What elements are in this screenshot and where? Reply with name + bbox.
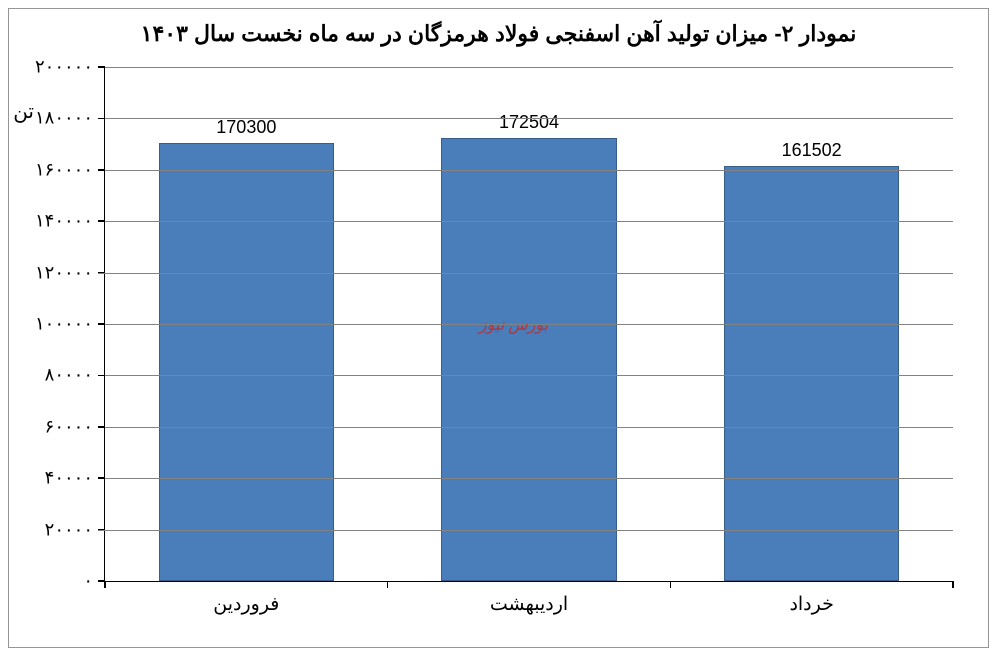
- x-tick-label: خرداد: [789, 593, 833, 616]
- x-tick-label: اردیبهشت: [490, 593, 568, 616]
- y-tick: [98, 169, 105, 171]
- gridline: [98, 221, 953, 222]
- bar-value-label: 161502: [782, 140, 842, 161]
- x-tick: [670, 581, 672, 588]
- gridline: [98, 427, 953, 428]
- gridline: [98, 67, 953, 68]
- y-tick-label: ۲۰۰۰۰: [45, 519, 93, 540]
- gridline: [98, 478, 953, 479]
- x-tick: [952, 581, 954, 588]
- y-tick: [98, 529, 105, 531]
- gridline: [98, 273, 953, 274]
- bar-value-label: 170300: [216, 117, 276, 138]
- y-tick-label: ۰: [83, 571, 93, 592]
- bar-value-label: 172504: [499, 112, 559, 133]
- x-tick: [387, 581, 389, 588]
- gridline: [98, 375, 953, 376]
- y-tick: [98, 66, 105, 68]
- y-tick: [98, 323, 105, 325]
- y-tick: [98, 272, 105, 274]
- y-tick: [98, 426, 105, 428]
- y-tick: [98, 118, 105, 120]
- bar: 161502: [724, 166, 899, 581]
- y-tick: [98, 220, 105, 222]
- chart-frame: نمودار ۲- میزان تولید آهن اسفنجی فولاد ه…: [8, 8, 989, 648]
- y-tick: [98, 375, 105, 377]
- y-tick-label: ۱۸۰۰۰۰: [35, 108, 93, 129]
- y-tick-label: ۴۰۰۰۰: [45, 468, 93, 489]
- x-tick: [104, 581, 106, 588]
- y-tick-label: ۱۲۰۰۰۰: [35, 262, 93, 283]
- y-tick-label: ۸۰۰۰۰: [45, 365, 93, 386]
- y-axis-label: تن: [13, 99, 34, 124]
- y-tick-label: ۲۰۰۰۰۰: [35, 57, 93, 78]
- bar: 170300: [159, 143, 334, 581]
- y-tick-label: ۱۰۰۰۰۰: [35, 314, 93, 335]
- bar: 172504: [441, 138, 616, 581]
- y-tick-label: ۶۰۰۰۰: [45, 416, 93, 437]
- gridline: [98, 170, 953, 171]
- y-tick-label: ۱۴۰۰۰۰: [35, 211, 93, 232]
- y-tick: [98, 477, 105, 479]
- chart-title: نمودار ۲- میزان تولید آهن اسفنجی فولاد ه…: [9, 9, 988, 47]
- gridline: [98, 118, 953, 119]
- watermark: بورس نیوز: [479, 315, 548, 335]
- x-tick-label: فروردین: [213, 593, 279, 616]
- y-tick-label: ۱۶۰۰۰۰: [35, 159, 93, 180]
- gridline: [98, 530, 953, 531]
